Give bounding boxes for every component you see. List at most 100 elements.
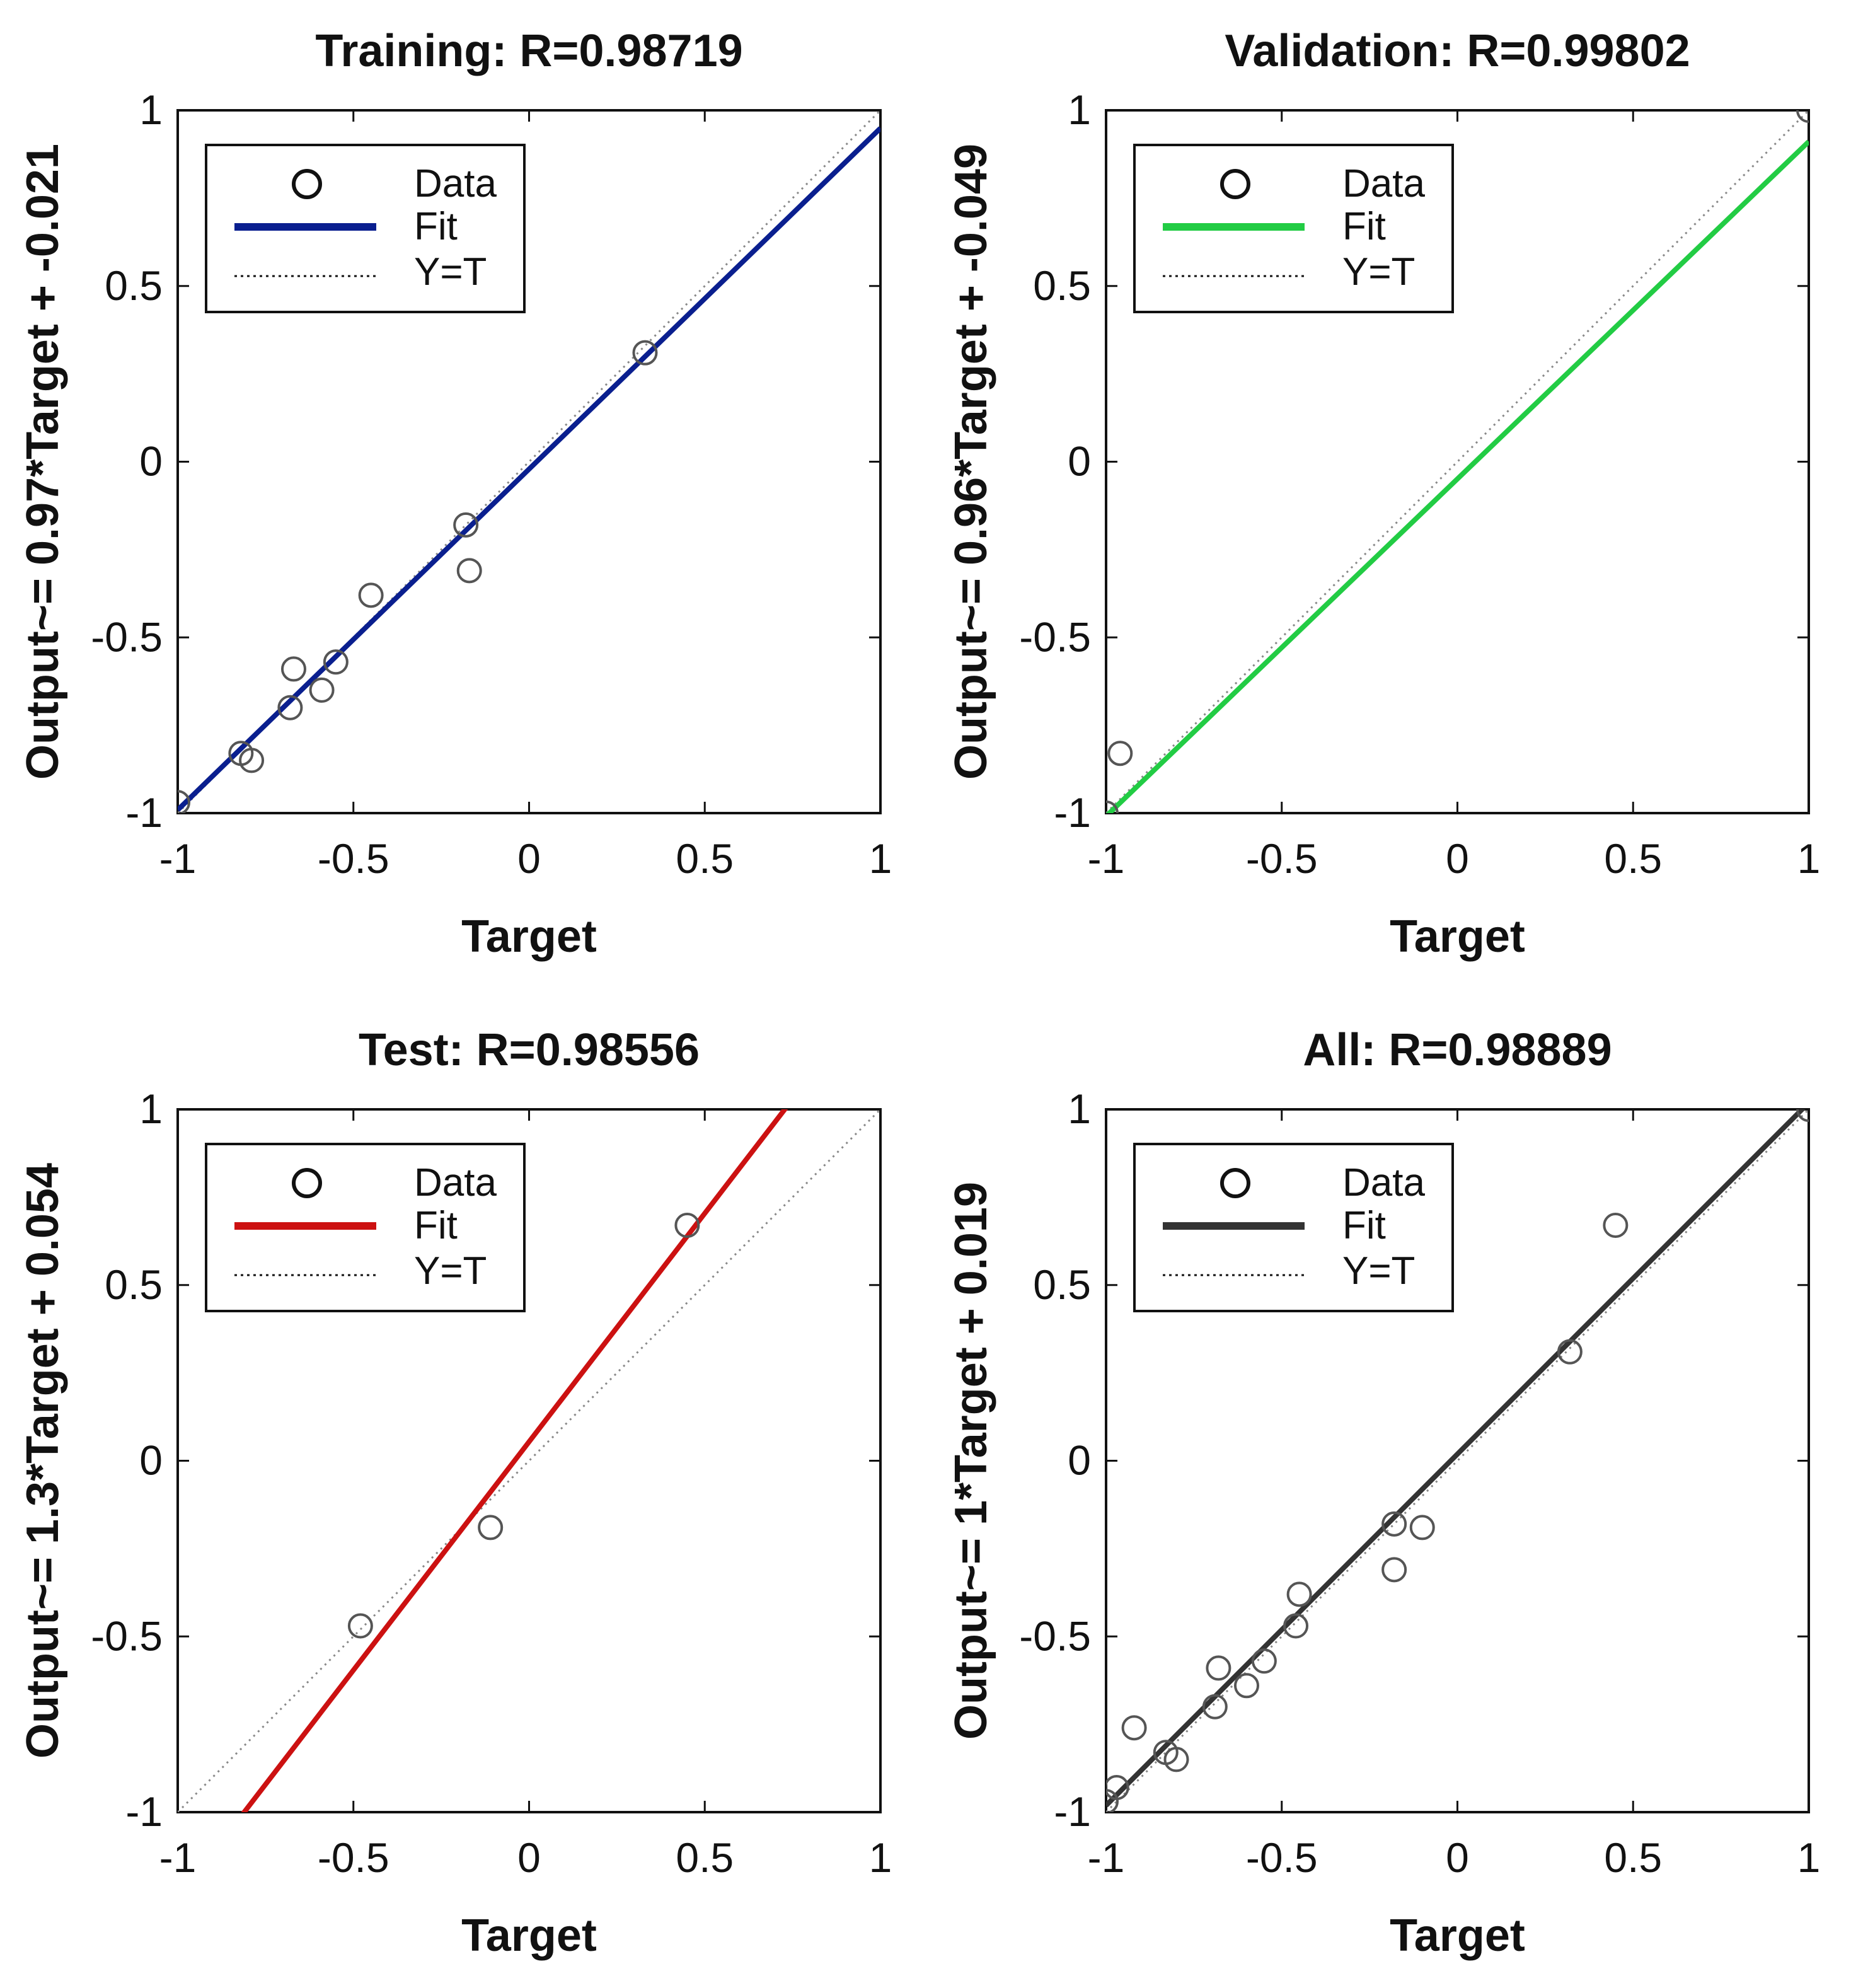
plot-title: Validation: R=0.99802 [1225,26,1690,76]
legend-data-label: Data [1342,1161,1425,1205]
y-tick-label: 0 [1068,438,1091,485]
x-tick-label: -1 [159,1834,197,1881]
data-point [1286,1581,1312,1607]
data-point [456,558,482,584]
x-tick-label: 1 [1797,835,1821,882]
y-tick-label: -1 [125,789,163,836]
data-point [280,656,306,682]
y-equals-t-line [1106,110,1809,813]
y-tick-label: -0.5 [91,613,163,660]
plot-title: All: R=0.98889 [1303,1025,1612,1075]
data-point [1163,1747,1189,1772]
y-axis-label: Output~= 0.97*Target + -0.021 [18,144,68,780]
y-tick-label: 1 [1068,86,1091,133]
x-tick-label: 0.5 [1604,835,1662,882]
y-tick-label: 0.5 [105,262,163,309]
x-tick-label: -1 [1088,1834,1125,1881]
y-tick-label: -0.5 [1019,613,1091,660]
legend-data-label: Data [1342,162,1425,205]
legend-fit-label: Fit [414,205,458,248]
data-point [1106,1789,1119,1812]
y-tick-label: 0.5 [1033,1261,1091,1308]
x-tick-label: 1 [869,835,892,882]
data-point [1106,1774,1129,1800]
y-tick-label: 1 [1068,1085,1091,1132]
x-tick-label: -0.5 [318,835,389,882]
data-point [1234,1673,1259,1699]
y-tick-label: 0.5 [105,1261,163,1308]
data-point [1121,1715,1147,1741]
x-tick-label: 0 [517,835,541,882]
legend-fit-label: Fit [1342,205,1386,248]
y-tick-label: -1 [125,1788,163,1835]
data-point [1202,1694,1228,1719]
y-tick-label: -0.5 [1019,1612,1091,1659]
plot-title: Test: R=0.98556 [359,1025,700,1075]
legend-data-label: Data [414,162,497,205]
fit-line [1106,1109,1806,1808]
x-tick-label: 1 [869,1834,892,1881]
x-tick-label: 0.5 [676,835,734,882]
legend-data-marker [292,1168,322,1198]
data-point [674,1212,700,1238]
x-tick-label: 0.5 [1604,1834,1662,1881]
plot-title: Training: R=0.98719 [315,26,742,76]
legend-data-label: Data [414,1161,497,1205]
y-tick-label: 0 [1068,1437,1091,1484]
legend-data-marker [1220,1168,1250,1198]
legend-yt-label: Y=T [1342,250,1415,294]
y-tick-label: -1 [1054,789,1091,836]
data-point [632,340,658,366]
data-point [309,677,335,703]
data-point [453,512,479,538]
fit-line [241,1109,788,1812]
legend-fit-label: Fit [1342,1204,1386,1247]
legend-yt-label: Y=T [414,1249,487,1293]
y-tick-label: -0.5 [91,1612,163,1659]
data-point [1107,741,1133,766]
x-axis-label: Target [461,1910,597,1961]
y-axis-label: Output~= 1.3*Target + 0.054 [18,1163,68,1759]
legend-yt-label: Y=T [1342,1249,1415,1293]
x-tick-label: -1 [159,835,197,882]
y-equals-t-line [1106,1109,1809,1812]
data-point [239,748,265,773]
x-axis-label: Target [1390,911,1525,962]
y-tick-label: 0 [139,438,163,485]
x-tick-label: 1 [1797,1834,1821,1881]
data-point [178,790,190,813]
data-point [1381,1557,1407,1583]
x-tick-label: 0 [517,1834,541,1881]
y-equals-t-line [178,1109,880,1812]
legend-data-marker [1220,169,1250,199]
data-point [1206,1655,1231,1681]
x-tick-label: -0.5 [318,1834,389,1881]
y-tick-label: -1 [1054,1788,1091,1835]
data-point [358,582,384,608]
data-point [347,1613,373,1639]
y-tick-label: 0.5 [1033,262,1091,309]
data-point [277,695,303,720]
y-axis-label: Output~= 0.96*Target + -0.049 [946,144,996,780]
x-axis-label: Target [1390,1910,1525,1961]
data-point [1603,1212,1629,1238]
data-point [1251,1648,1277,1674]
x-axis-label: Target [461,911,597,962]
y-axis-label: Output~= 1*Target + 0.019 [946,1182,996,1740]
x-tick-label: -0.5 [1246,835,1318,882]
x-tick-label: 0.5 [676,1834,734,1881]
data-point [1381,1511,1407,1537]
x-tick-label: 0 [1446,1834,1469,1881]
legend-yt-label: Y=T [414,250,487,294]
data-point [1409,1515,1435,1540]
legend-fit-label: Fit [414,1204,458,1247]
y-tick-label: 1 [139,1085,163,1132]
